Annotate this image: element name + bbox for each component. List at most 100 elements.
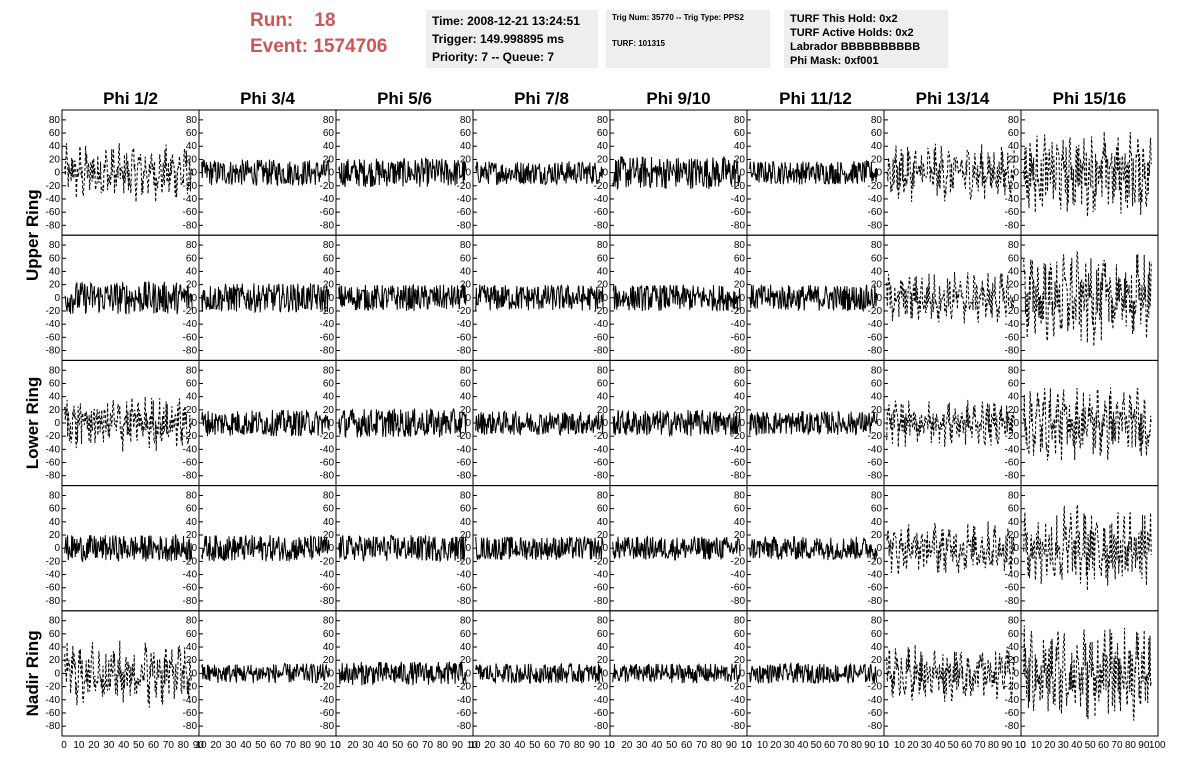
y-tick-label: -80 [46,346,61,357]
y-tick-label: -40 [320,194,335,205]
y-tick-label: -80 [868,346,883,357]
turf-active-text: TURF Active Holds: 0x2 [790,27,914,39]
x-tick-label: 50 [529,740,541,751]
y-tick-label: 20 [871,405,883,416]
turf-hold-text: TURF This Hold: 0x2 [790,13,898,25]
y-tick-label: 60 [49,629,61,640]
y-tick-label: -60 [1005,583,1020,594]
y-tick-label: -20 [1005,556,1020,567]
y-tick-label: -80 [457,471,472,482]
panel-frame [1020,359,1159,487]
y-tick-label: 60 [49,128,61,139]
y-tick-label: 60 [49,378,61,389]
waveform-trace [749,159,878,185]
y-tick-label: 0 [602,668,608,679]
y-tick-label: 60 [1008,629,1020,640]
x-tick-label: 80 [574,740,586,751]
x-tick-label: 10 [467,740,479,751]
y-tick-label: -60 [868,332,883,343]
y-tick-label: -60 [320,332,335,343]
y-tick-label: 0 [54,293,60,304]
waveform-trace [886,271,1015,324]
y-tick-label: 40 [460,266,472,277]
x-tick-label: 20 [347,740,359,751]
y-tick-label: 40 [1008,517,1020,528]
waveform-trace [64,143,193,203]
y-tick-label: -40 [731,194,746,205]
y-tick-label: 40 [460,517,472,528]
x-tick-label: 0 [883,740,889,751]
x-tick-label: 20 [210,740,222,751]
y-tick-label: 20 [186,655,198,666]
y-tick-label: 80 [323,616,335,627]
y-tick-label: 0 [328,418,334,429]
x-tick-label: 50 [133,740,145,751]
y-tick-label: -80 [594,346,609,357]
y-tick-label: -40 [46,570,61,581]
y-tick-label: 20 [460,405,472,416]
y-tick-label: -80 [868,471,883,482]
y-tick-label: -80 [868,721,883,732]
x-tick-label: 80 [300,740,312,751]
y-tick-label: 40 [1008,642,1020,653]
waveform-trace [64,396,193,452]
y-tick-label: 80 [49,365,61,376]
y-tick-label: -40 [731,695,746,706]
y-tick-label: -20 [868,431,883,442]
y-tick-label: -40 [731,444,746,455]
x-tick-label: 60 [544,740,556,751]
y-tick-label: -80 [320,596,335,607]
y-tick-label: 60 [871,253,883,264]
y-tick-label: 80 [871,616,883,627]
y-tick-label: -80 [46,596,61,607]
y-tick-label: -80 [594,220,609,231]
time-text: Time: 2008-12-21 13:24:51 [432,14,580,28]
waveform-trace [201,283,330,314]
event-value: 1574706 [313,36,388,57]
y-tick-label: -40 [594,570,609,581]
y-tick-label: 80 [186,240,198,251]
y-tick-label: 80 [734,115,746,126]
y-tick-label: 20 [323,154,335,165]
y-tick-label: -60 [320,458,335,469]
y-tick-label: -80 [731,596,746,607]
y-tick-label: 0 [1013,168,1019,179]
y-tick-label: 40 [871,517,883,528]
x-tick-label: 40 [651,740,663,751]
y-tick-label: 40 [734,266,746,277]
y-tick-label: -60 [731,708,746,719]
x-tick-label: 30 [784,740,796,751]
trig-info-box: Trig Num: 35770 -- Trig Type: PPS2 TURF:… [606,10,770,68]
y-tick-label: 80 [871,490,883,501]
y-tick-label: 0 [191,418,197,429]
x-tick-label: 50 [255,740,267,751]
x-tick-label: 60 [681,740,693,751]
y-tick-label: 40 [871,642,883,653]
y-tick-label: 80 [597,240,609,251]
y-tick-label: -80 [183,220,198,231]
waveform-trace [749,535,878,561]
y-tick-label: 60 [871,378,883,389]
waveform-trace [1023,250,1152,347]
waveform-trace [64,640,193,708]
y-tick-label: 0 [739,168,745,179]
run-label: Run: [250,10,294,31]
y-tick-label: -20 [1005,682,1020,693]
y-tick-label: 0 [739,668,745,679]
y-tick-label: -60 [594,583,609,594]
y-tick-label: 0 [465,418,471,429]
y-tick-label: -80 [1005,596,1020,607]
y-tick-label: 0 [54,543,60,554]
x-tick-label: 10 [604,740,616,751]
y-tick-label: 80 [734,616,746,627]
y-tick-label: -40 [320,695,335,706]
y-tick-label: 60 [323,504,335,515]
column-title: Phi 1/2 [103,89,158,108]
y-tick-label: 80 [323,365,335,376]
x-tick-label: 10 [757,740,769,751]
y-tick-label: 0 [191,543,197,554]
y-tick-label: 0 [465,293,471,304]
y-tick-label: -20 [320,556,335,567]
y-tick-label: 60 [460,128,472,139]
y-tick-label: -40 [46,319,61,330]
